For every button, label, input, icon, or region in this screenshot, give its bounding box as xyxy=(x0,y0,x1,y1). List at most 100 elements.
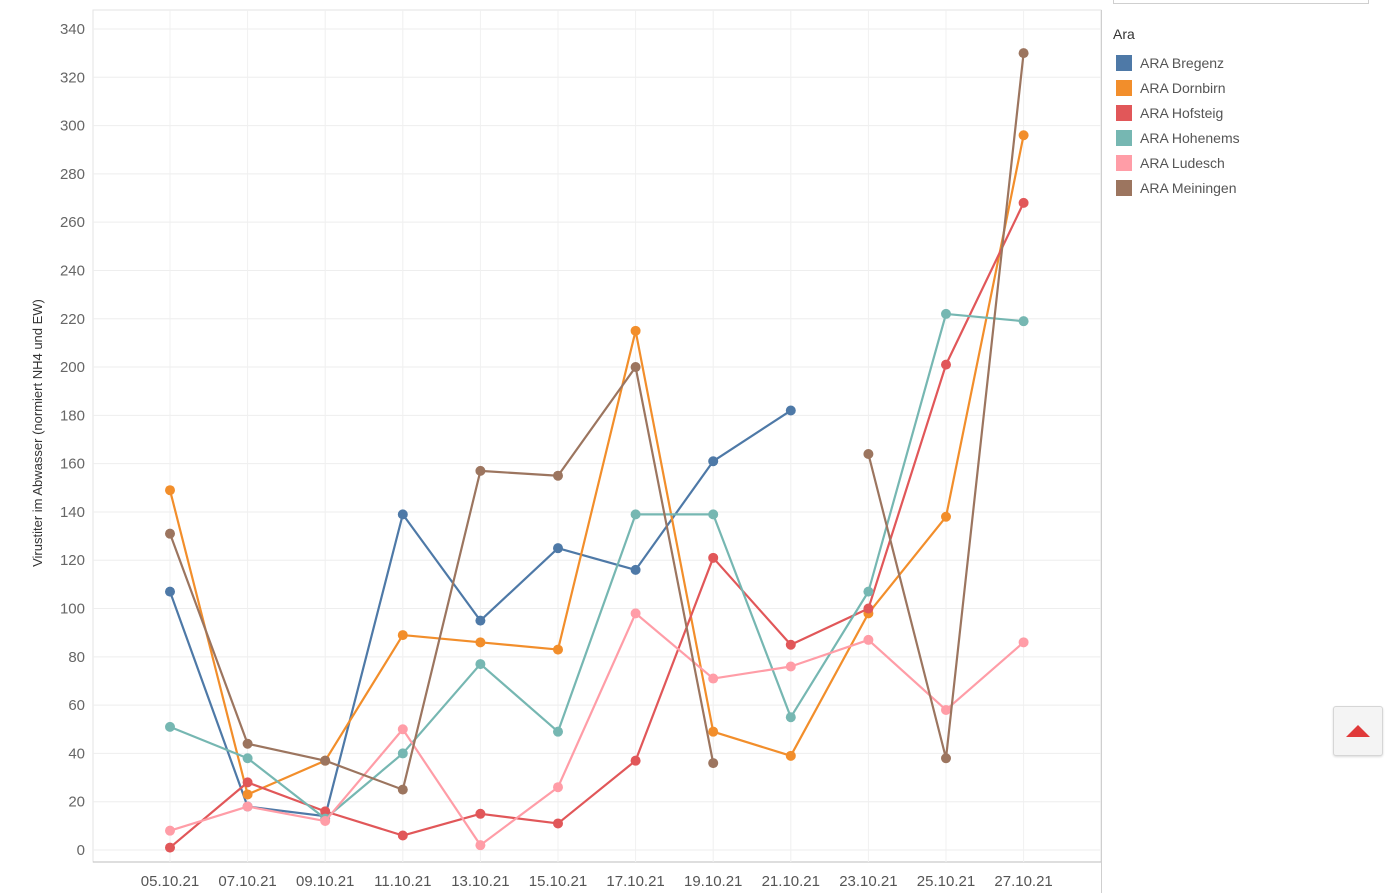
legend-item[interactable]: ARA Meiningen xyxy=(1113,175,1383,200)
legend-item[interactable]: ARA Bregenz xyxy=(1113,50,1383,75)
x-tick-label: 23.10.21 xyxy=(839,873,897,890)
x-tick-label: 11.10.21 xyxy=(374,873,431,890)
series-line xyxy=(169,312,1024,820)
data-point xyxy=(630,325,641,336)
data-point xyxy=(242,738,253,749)
data-point xyxy=(397,784,408,795)
data-point xyxy=(630,564,641,575)
data-point xyxy=(863,448,874,459)
data-point xyxy=(1018,197,1029,208)
legend-label: ARA Ludesch xyxy=(1140,154,1225,171)
y-tick-label: 320 xyxy=(60,69,85,86)
data-point xyxy=(242,789,253,800)
data-point xyxy=(397,630,408,641)
x-tick-label: 19.10.21 xyxy=(684,873,742,890)
data-point xyxy=(242,801,253,812)
scroll-to-top-button[interactable] xyxy=(1333,706,1383,756)
data-point xyxy=(320,806,331,817)
data-point xyxy=(630,509,641,520)
legend-label: ARA Dornbirn xyxy=(1140,79,1226,96)
y-tick-label: 60 xyxy=(68,697,85,714)
data-point xyxy=(1018,316,1029,327)
y-tick-label: 180 xyxy=(60,407,85,424)
series-line xyxy=(169,202,1025,849)
series-ara-ludesch xyxy=(165,608,1029,851)
legend-swatch xyxy=(1116,54,1132,71)
y-tick-label: 100 xyxy=(60,601,85,618)
legend-label: ARA Bregenz xyxy=(1140,54,1225,71)
data-point xyxy=(320,816,331,827)
x-tick-label: 15.10.21 xyxy=(529,873,587,890)
triangle-up-icon xyxy=(1346,725,1370,737)
data-point xyxy=(165,586,175,597)
data-point xyxy=(397,509,408,520)
series-line xyxy=(169,612,1025,847)
x-tick-label: 05.10.21 xyxy=(141,873,199,890)
y-tick-label: 0 xyxy=(77,842,85,859)
y-tick-label: 240 xyxy=(60,262,85,279)
y-tick-label: 200 xyxy=(60,359,85,376)
series-ara-hohenems xyxy=(165,308,1029,824)
legend-swatch xyxy=(1116,79,1132,96)
legend-item[interactable]: ARA Ludesch xyxy=(1113,150,1383,175)
data-point xyxy=(475,637,486,648)
data-point xyxy=(708,758,719,769)
data-point xyxy=(165,485,175,496)
data-point xyxy=(475,808,486,819)
data-point xyxy=(397,724,408,735)
data-point xyxy=(630,608,641,619)
legend-swatch xyxy=(1116,154,1132,171)
data-point xyxy=(708,509,719,520)
data-point xyxy=(397,830,408,841)
y-tick-label: 140 xyxy=(60,504,85,521)
data-point xyxy=(630,362,641,373)
y-tick-label: 280 xyxy=(60,166,85,183)
series-ara-meiningen xyxy=(165,48,1029,795)
data-point xyxy=(553,644,563,655)
x-tick-label: 09.10.21 xyxy=(296,873,354,890)
y-tick-label: 120 xyxy=(60,552,85,569)
data-point xyxy=(863,603,874,614)
data-point xyxy=(1018,48,1029,59)
data-point xyxy=(320,755,331,766)
legend-swatch xyxy=(1116,179,1132,196)
data-point xyxy=(165,528,175,539)
legend-swatch xyxy=(1116,129,1132,146)
data-point xyxy=(1018,637,1029,648)
legend-item[interactable]: ARA Hohenems xyxy=(1113,125,1383,150)
series-layer xyxy=(165,48,1029,853)
y-tick-label: 340 xyxy=(60,21,85,38)
legend-label: ARA Hohenems xyxy=(1140,129,1240,146)
data-point xyxy=(941,308,951,319)
y-tick-label: 220 xyxy=(60,311,85,328)
data-point xyxy=(553,782,563,793)
data-point xyxy=(785,405,796,416)
data-point xyxy=(553,818,563,829)
data-point xyxy=(941,704,951,715)
data-point xyxy=(242,777,253,788)
data-point xyxy=(1018,130,1029,141)
data-point xyxy=(165,825,175,836)
data-point xyxy=(708,456,719,467)
legend-filter-box[interactable] xyxy=(1113,0,1369,4)
series-ara-hofsteig xyxy=(165,197,1029,853)
data-point xyxy=(475,659,486,670)
data-point xyxy=(708,726,719,737)
data-point xyxy=(941,511,951,522)
data-point xyxy=(708,552,719,563)
y-tick-label: 160 xyxy=(60,456,85,473)
legend-item[interactable]: ARA Dornbirn xyxy=(1113,75,1383,100)
data-point xyxy=(475,840,486,851)
data-point xyxy=(785,750,796,761)
series-ara-dornbirn xyxy=(165,130,1029,800)
data-point xyxy=(863,586,874,597)
data-point xyxy=(553,543,563,554)
data-point xyxy=(553,470,563,481)
data-point xyxy=(785,661,796,672)
x-tick-label: 25.10.21 xyxy=(917,873,975,890)
legend-item[interactable]: ARA Hofsteig xyxy=(1113,100,1383,125)
legend-label: ARA Meiningen xyxy=(1140,179,1237,196)
data-point xyxy=(397,748,408,759)
legend: Ara ARA Bregenz ARA Dornbirn ARA Hofsteig A… xyxy=(1113,26,1383,200)
legend-items: ARA Bregenz ARA Dornbirn ARA Hofsteig ARA H… xyxy=(1113,50,1383,200)
